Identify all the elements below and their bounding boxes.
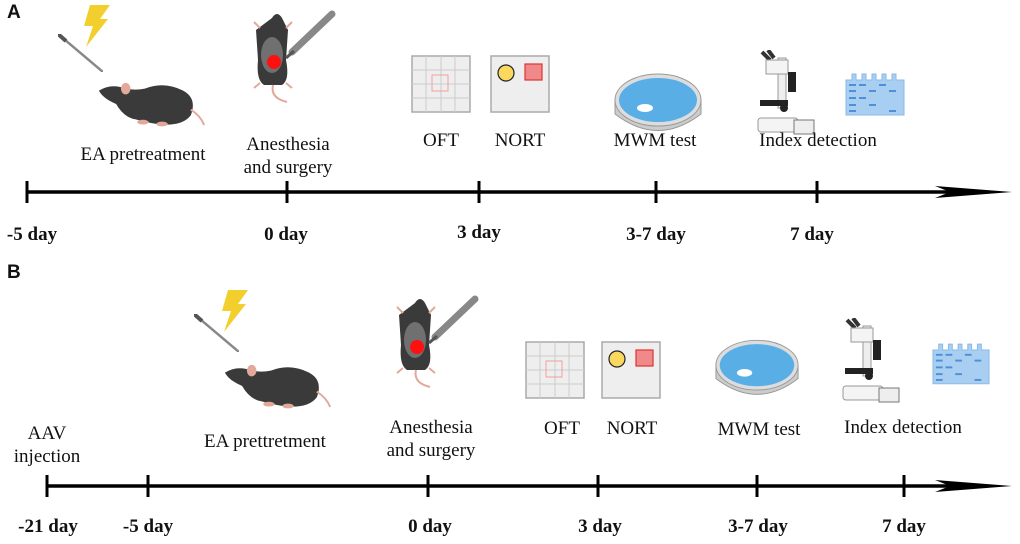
microscope-icon xyxy=(750,50,815,135)
day-label: 0 day xyxy=(264,224,308,245)
water-maze-icon xyxy=(613,72,703,136)
panel-a-label: A xyxy=(7,2,21,23)
gel-icon xyxy=(932,342,990,385)
panel-b-label: B xyxy=(7,262,21,283)
day-label: 7 day xyxy=(882,516,926,537)
oft-arena-icon xyxy=(411,55,471,113)
event-line-1: Anesthesia xyxy=(389,417,473,438)
day-label: 0 day xyxy=(408,516,452,537)
water-maze-icon xyxy=(714,338,800,400)
event-line-1: Anesthesia xyxy=(246,134,330,155)
event-line-1: AAV xyxy=(27,423,67,444)
event-mwm-test: MWM test xyxy=(613,130,697,151)
day-label: -5 day xyxy=(6,224,58,245)
day-label: 3 day xyxy=(578,516,622,537)
event-ea-pretreatment: EA pretreatment xyxy=(80,144,206,165)
event-index-detection: Index detection xyxy=(759,130,877,151)
event-oft: OFT xyxy=(423,130,459,151)
day-label: 3-7 day xyxy=(626,224,686,245)
timeline-a xyxy=(25,181,1012,203)
surgery-mouse-icon xyxy=(395,295,480,390)
surgery-mouse-icon xyxy=(252,10,337,105)
event-ea-pretreatment: EA prettretment xyxy=(204,431,326,452)
gel-icon xyxy=(845,72,905,116)
event-oft: OFT xyxy=(544,418,580,439)
event-line-2: injection xyxy=(13,446,81,467)
acupuncture-needle-icon xyxy=(194,314,239,352)
oft-arena-icon xyxy=(525,341,585,399)
acupuncture-needle-icon xyxy=(58,34,103,72)
microscope-icon xyxy=(835,318,900,403)
event-anesthesia-surgery: Anesthesia and surgery xyxy=(244,133,333,179)
event-nort: NORT xyxy=(606,418,658,439)
event-aav-injection: AAV injection xyxy=(14,422,80,468)
event-anesthesia-surgery: Anesthesia and surgery xyxy=(387,416,476,462)
day-label: -5 day xyxy=(122,516,174,537)
event-line-2: and surgery xyxy=(386,440,476,461)
event-mwm-test: MWM test xyxy=(717,419,801,440)
day-label: -21 day xyxy=(18,516,78,537)
timeline-b xyxy=(45,475,1012,497)
day-label: 3-7 day xyxy=(728,516,788,537)
mouse-icon xyxy=(223,360,333,410)
mouse-icon xyxy=(97,78,207,128)
nort-arena-icon xyxy=(490,55,550,113)
day-label: 7 day xyxy=(790,224,834,245)
event-nort: NORT xyxy=(494,130,546,151)
nort-arena-icon xyxy=(601,341,661,399)
event-line-2: and surgery xyxy=(243,157,333,178)
event-index-detection: Index detection xyxy=(844,417,962,438)
day-label: 3 day xyxy=(457,222,501,243)
